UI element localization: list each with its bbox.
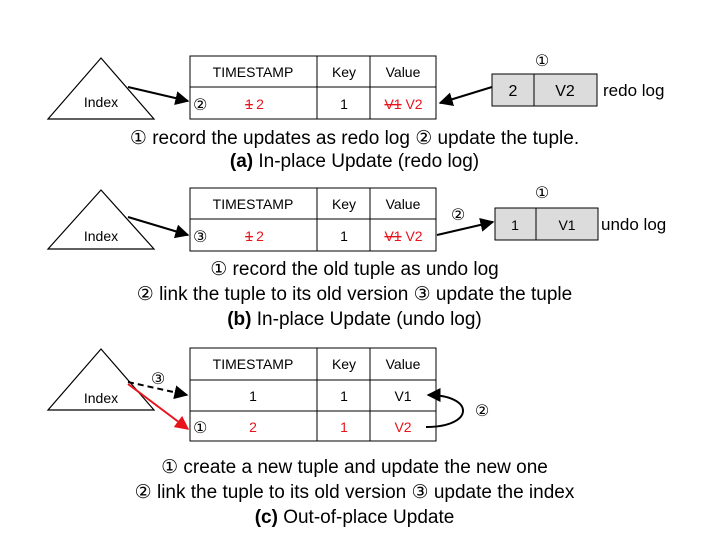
row2-key: 1 bbox=[340, 419, 348, 435]
step-marker: ② bbox=[137, 284, 154, 305]
row1-value: V1 bbox=[394, 388, 411, 404]
log-timestamp: 2 bbox=[509, 83, 518, 100]
step-marker: ② bbox=[193, 97, 207, 114]
row2-step-marker: ① bbox=[193, 420, 207, 437]
old-timestamp: 1 bbox=[245, 228, 253, 244]
step-marker: ③ bbox=[193, 229, 207, 246]
panel-b-description-line1: ① record the old tuple as undo log bbox=[0, 258, 709, 282]
tuple-table: TIMESTAMP Key Value 1 1 V1 ① 2 1 V2 bbox=[190, 348, 436, 441]
step-marker: ③ bbox=[412, 482, 429, 503]
old-timestamp: 1 bbox=[245, 96, 253, 112]
step-marker: ③ bbox=[414, 284, 431, 305]
panel-a: Index TIMESTAMP Key Value ② 1 2 1 V1 V2 … bbox=[48, 53, 664, 119]
new-value: V2 bbox=[405, 228, 422, 244]
caption-title: In-place Update (undo log) bbox=[252, 309, 482, 330]
desc-text: record the updates as redo log bbox=[147, 128, 415, 149]
panel-a-description: ① record the updates as redo log ② updat… bbox=[0, 127, 709, 151]
key-value: 1 bbox=[340, 228, 348, 244]
desc-text: update the tuple. bbox=[432, 128, 579, 149]
desc-text: link the tuple to its old version bbox=[154, 284, 414, 305]
old-value: V1 bbox=[384, 96, 401, 112]
redo-apply-arrow bbox=[440, 87, 492, 103]
new-timestamp: 2 bbox=[256, 96, 264, 112]
caption-tag: (c) bbox=[255, 507, 278, 528]
desc-text: create a new tuple and update the new on… bbox=[178, 457, 548, 478]
log-step-marker: ① bbox=[535, 185, 549, 202]
new-value: V2 bbox=[405, 96, 422, 112]
step-marker: ① bbox=[130, 128, 147, 149]
index-label: Index bbox=[84, 228, 118, 244]
panel-a-caption: (a) In-place Update (redo log) bbox=[0, 150, 709, 174]
caption-tag: (a) bbox=[230, 151, 253, 172]
panel-c-description-line2: ② link the tuple to its old version ③ up… bbox=[0, 481, 709, 505]
index-step-marker: ③ bbox=[151, 371, 165, 388]
desc-text: update the tuple bbox=[431, 284, 573, 305]
col-header-value: Value bbox=[386, 356, 421, 372]
desc-text: link the tuple to its old version bbox=[152, 482, 412, 503]
row1-timestamp: 1 bbox=[249, 388, 257, 404]
caption-title: Out-of-place Update bbox=[278, 507, 454, 528]
col-header-timestamp: TIMESTAMP bbox=[213, 356, 294, 372]
panel-c-description-line1: ① create a new tuple and update the new … bbox=[0, 456, 709, 480]
key-value: 1 bbox=[340, 96, 348, 112]
desc-text: record the old tuple as undo log bbox=[227, 259, 498, 280]
row2-timestamp: 2 bbox=[249, 419, 257, 435]
row1-key: 1 bbox=[340, 388, 348, 404]
desc-text: update the index bbox=[429, 482, 575, 503]
panel-b-caption: (b) In-place Update (undo log) bbox=[0, 308, 709, 332]
tuple-table: TIMESTAMP Key Value ③ 1 2 1 V1 V2 bbox=[190, 188, 436, 251]
log-value: V1 bbox=[558, 217, 575, 233]
row2-value: V2 bbox=[394, 419, 411, 435]
undo-log-record: ① 1 V1 undo log bbox=[495, 185, 666, 240]
col-header-timestamp: TIMESTAMP bbox=[213, 196, 294, 212]
redo-log-record: ① 2 V2 redo log bbox=[492, 53, 664, 106]
panel-c-caption: (c) Out-of-place Update bbox=[0, 506, 709, 530]
col-header-key: Key bbox=[332, 196, 356, 212]
index-label: Index bbox=[84, 390, 118, 406]
panel-b-description-line2: ② link the tuple to its old version ③ up… bbox=[0, 283, 709, 307]
index-triangle: Index bbox=[48, 349, 154, 410]
index-label: Index bbox=[84, 94, 118, 110]
new-timestamp: 2 bbox=[256, 228, 264, 244]
col-header-value: Value bbox=[386, 64, 421, 80]
log-timestamp: 1 bbox=[511, 217, 519, 233]
panel-b: Index TIMESTAMP Key Value ③ 1 2 1 V1 V2 … bbox=[48, 185, 666, 251]
step-marker: ① bbox=[210, 259, 227, 280]
log-label: undo log bbox=[601, 215, 666, 234]
caption-title: In-place Update (redo log) bbox=[253, 151, 479, 172]
panel-c: Index ③ TIMESTAMP Key Value 1 1 V1 ① 2 1… bbox=[48, 348, 489, 441]
old-value: V1 bbox=[384, 228, 401, 244]
log-value: V2 bbox=[555, 83, 575, 100]
caption-tag: (b) bbox=[227, 309, 251, 330]
step-marker: ② bbox=[135, 482, 152, 503]
col-header-key: Key bbox=[332, 64, 356, 80]
link-step-marker: ② bbox=[475, 403, 489, 420]
step-marker: ② bbox=[415, 128, 432, 149]
step-marker: ① bbox=[161, 457, 178, 478]
link-step-marker: ② bbox=[451, 207, 465, 224]
col-header-key: Key bbox=[332, 356, 356, 372]
log-label: redo log bbox=[603, 81, 664, 100]
col-header-value: Value bbox=[386, 196, 421, 212]
col-header-timestamp: TIMESTAMP bbox=[213, 64, 294, 80]
log-step-marker: ① bbox=[535, 53, 549, 70]
tuple-table: TIMESTAMP Key Value ② 1 2 1 V1 V2 bbox=[190, 56, 436, 119]
